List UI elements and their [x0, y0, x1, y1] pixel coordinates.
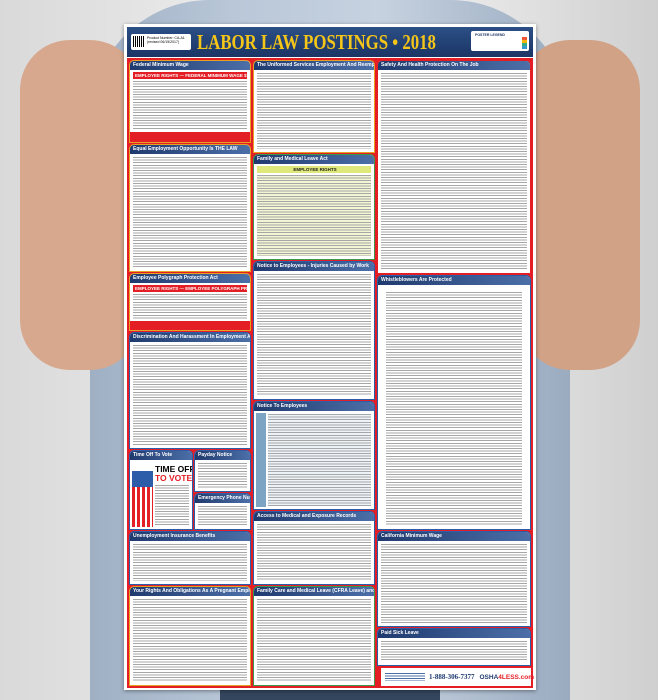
poster-title: LABOR LAW POSTINGS • 2018 — [197, 30, 436, 54]
section-title: Family Care and Medical Leave (CFRA Leav… — [254, 587, 374, 596]
section-banner: EMPLOYEE RIGHTS — EMPLOYEE POLYGRAPH PRO… — [133, 285, 247, 292]
section-body — [198, 506, 247, 526]
section-body — [381, 73, 527, 270]
section-body — [257, 73, 371, 149]
section-whistleblowers: Whistleblowers Are Protected — [377, 275, 531, 530]
section-body — [257, 524, 371, 581]
footer-note — [385, 673, 425, 681]
section-title: Payday Notice — [195, 451, 250, 460]
ballot-box-flag-icon — [132, 471, 153, 527]
footer-contact: 1-888-306-7377 OSHA4LESS.com — [429, 673, 534, 681]
section-pregnant-employee: Your Rights And Obligations As A Pregnan… — [129, 586, 251, 686]
section-fmla: Family and Medical Leave Act EMPLOYEE RI… — [253, 154, 375, 260]
section-title: Notice to Employees - Injuries Caused by… — [254, 262, 374, 271]
section-safety-health: Safety And Health Protection On The Job — [377, 60, 531, 274]
poster-frame: Federal Minimum Wage EMPLOYEE RIGHTS — F… — [127, 58, 534, 688]
section-title: Equal Employment Opportunity Is THE LAW — [130, 145, 250, 154]
section-body — [257, 175, 371, 256]
section-title: Safety And Health Protection On The Job — [378, 61, 530, 70]
section-body — [133, 81, 247, 130]
section-notice-to-employees: Notice To Employees — [253, 401, 375, 510]
section-body — [257, 599, 371, 682]
section-body — [133, 599, 247, 682]
section-body — [257, 274, 371, 396]
section-title: Paid Sick Leave — [378, 629, 530, 638]
section-unemployment: Unemployment Insurance Benefits — [129, 531, 251, 585]
vote-heading: TIME OFF TO VOTE — [155, 464, 193, 483]
section-polygraph: Employee Polygraph Protection Act EMPLOY… — [129, 273, 251, 331]
section-title: Unemployment Insurance Benefits — [130, 532, 250, 541]
legend-swatches — [522, 37, 527, 49]
section-title: The Uniformed Services Employment And Re… — [254, 61, 374, 70]
section-title: Federal Minimum Wage — [130, 61, 250, 70]
section-title: Emergency Phone Numbers — [195, 494, 250, 503]
section-body — [133, 157, 247, 268]
right-hand — [520, 40, 640, 370]
vote-line-2: TO VOTE — [155, 473, 193, 483]
section-body — [268, 414, 371, 506]
section-title: Whistleblowers Are Protected — [378, 276, 530, 285]
footer-website: OSHA4LESS.com — [480, 674, 535, 681]
section-title: Your Rights And Obligations As A Pregnan… — [130, 587, 250, 596]
dol-footer — [130, 321, 250, 330]
left-hand — [20, 40, 140, 370]
poster-legend: POSTER LEGEND — [471, 31, 529, 51]
vote-line-1: TIME OFF — [155, 464, 193, 474]
section-time-off-to-vote: Time Off To Vote TIME OFF TO VOTE — [129, 450, 193, 530]
footer-phone: 1-888-306-7377 — [429, 673, 475, 681]
section-title: Notice To Employees — [254, 402, 374, 411]
website-part-b: 4LESS.com — [498, 674, 535, 681]
section-federal-minimum-wage: Federal Minimum Wage EMPLOYEE RIGHTS — F… — [129, 60, 251, 143]
section-title: Family and Medical Leave Act — [254, 155, 374, 164]
section-ca-minimum-wage: California Minimum Wage — [377, 531, 531, 627]
section-eeo: Equal Employment Opportunity Is THE LAW — [129, 144, 251, 272]
section-body — [155, 485, 189, 526]
section-injuries: Notice to Employees - Injuries Caused by… — [253, 261, 375, 400]
dol-footer — [130, 132, 250, 142]
section-body — [198, 463, 247, 488]
section-payday-notice: Payday Notice — [194, 450, 251, 492]
section-cfra: Family Care and Medical Leave (CFRA Leav… — [253, 586, 375, 686]
section-paid-sick-leave: Paid Sick Leave — [377, 628, 531, 666]
section-body — [381, 641, 527, 662]
section-body — [386, 292, 522, 526]
poster-footer: 1-888-306-7377 OSHA4LESS.com — [381, 668, 534, 686]
poster-header: Product Number: CA-A1 (revised 06/15/201… — [127, 27, 533, 57]
section-banner: EMPLOYEE RIGHTS — [257, 166, 371, 173]
section-title: California Minimum Wage — [378, 532, 530, 541]
legend-title: POSTER LEGEND — [475, 33, 505, 37]
labor-law-poster: Product Number: CA-A1 (revised 06/15/201… — [124, 24, 536, 690]
section-medical-records: Access to Medical and Exposure Records — [253, 511, 375, 585]
section-title: Discrimination And Harassment In Employm… — [130, 333, 250, 342]
product-number: Product Number: CA-A1 (revised 06/15/201… — [131, 34, 191, 50]
decorative-strip — [256, 413, 266, 507]
section-discrimination: Discrimination And Harassment In Employm… — [129, 332, 251, 449]
website-part-a: OSHA — [479, 674, 499, 681]
section-title: Employee Polygraph Protection Act — [130, 274, 250, 283]
section-body — [133, 544, 247, 581]
section-banner: EMPLOYEE RIGHTS — FEDERAL MINIMUM WAGE $… — [133, 72, 247, 79]
section-body — [381, 544, 527, 623]
section-body — [133, 294, 247, 320]
section-title: Time Off To Vote — [130, 451, 192, 460]
section-title: Access to Medical and Exposure Records — [254, 512, 374, 521]
section-emergency-phone: Emergency Phone Numbers — [194, 493, 251, 530]
section-userra: The Uniformed Services Employment And Re… — [253, 60, 375, 153]
section-body — [133, 345, 247, 445]
